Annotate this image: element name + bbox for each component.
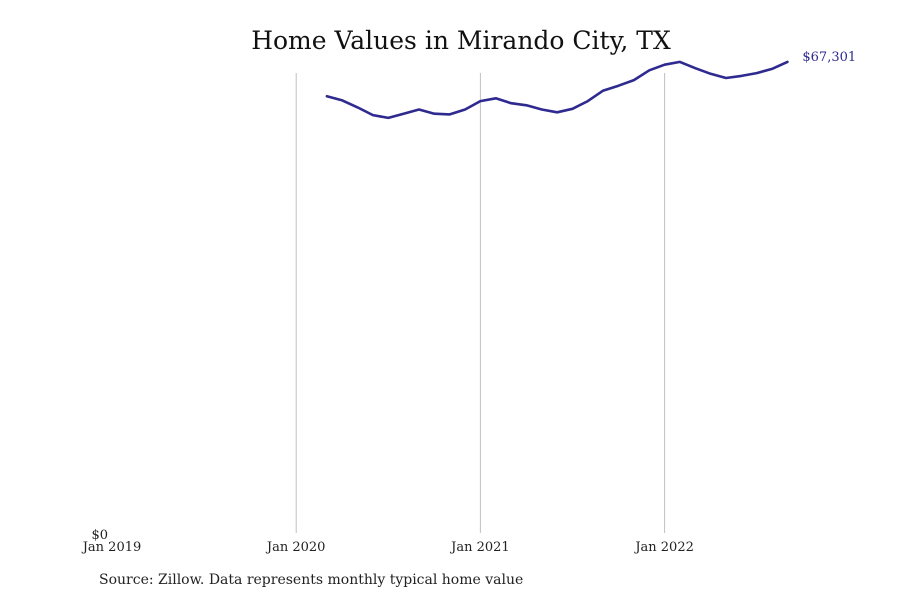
x-tick-label: Jan 2020 — [265, 540, 326, 555]
y-axis-ticks: $0 — [91, 528, 108, 543]
data-labels: $67,301 — [802, 50, 856, 65]
x-axis-ticks: Jan 2019 Jan 2020 Jan 2021 Jan 2022 — [81, 540, 694, 555]
series-lines — [325, 60, 789, 120]
grid-lines — [295, 73, 666, 533]
x-tick-label: Jan 2019 — [81, 540, 142, 555]
x-tick-label: Jan 2022 — [633, 540, 694, 555]
x-tick-label: Jan 2021 — [449, 540, 510, 555]
series-line — [325, 60, 789, 120]
y-tick-label: $0 — [91, 528, 108, 543]
chart-title: Home Values in Mirando City, TX — [251, 26, 671, 55]
end-value-label: $67,301 — [802, 50, 856, 65]
source-note: Source: Zillow. Data represents monthly … — [99, 572, 524, 588]
